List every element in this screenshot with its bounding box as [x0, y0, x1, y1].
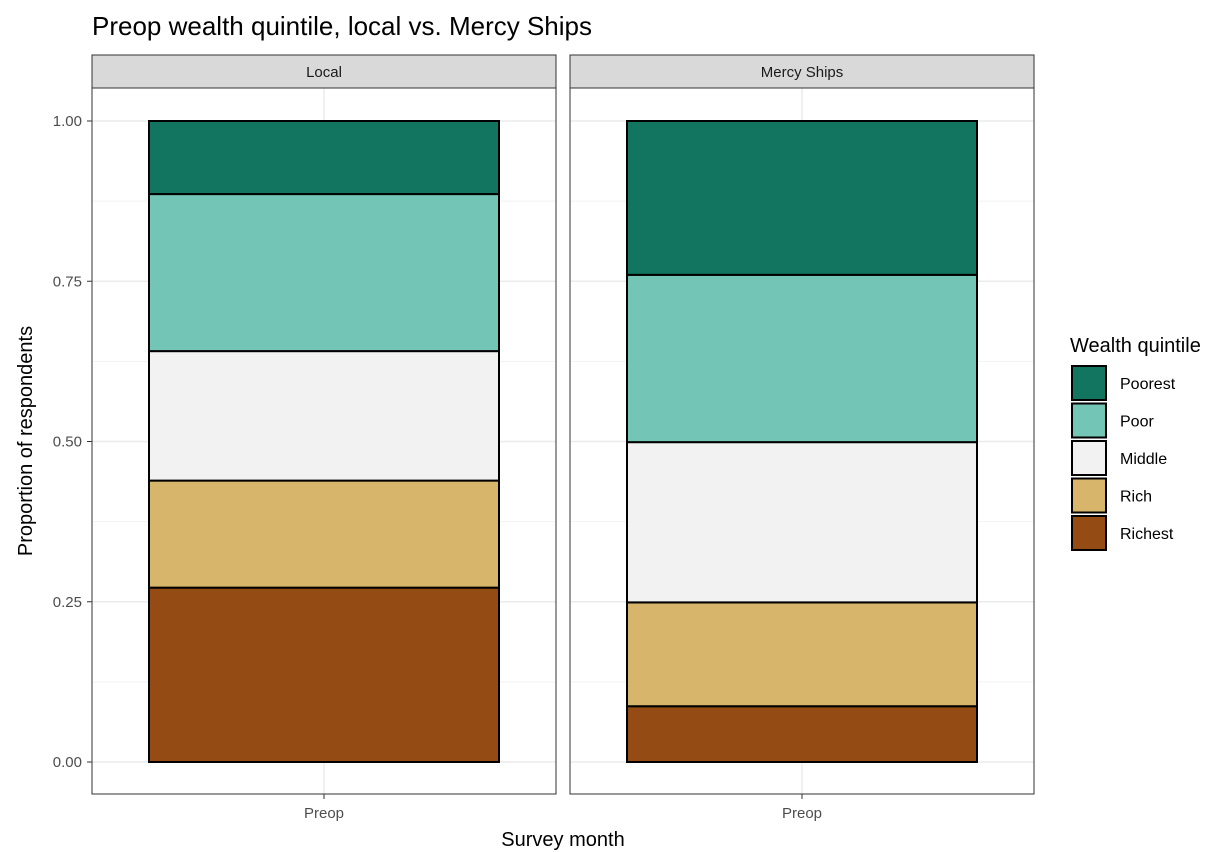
panel-local: Local Preop: [91, 54, 557, 822]
facet-strip-label: Local: [306, 64, 342, 81]
bar-segment-middle: [626, 441, 978, 604]
bar-segment-poor: [148, 193, 500, 353]
bar-segment-middle: [148, 350, 500, 482]
legend-label-richest: Richest: [1120, 526, 1174, 543]
bar-segment-poor: [626, 273, 978, 444]
facet-panels: Local Preop Mercy Ships Preop: [91, 54, 1035, 822]
panel-mercy-ships: Mercy Ships Preop: [569, 54, 1035, 822]
legend-key-richest: [1071, 515, 1107, 551]
x-tick-label: Preop: [304, 805, 344, 822]
legend-key-poorest: [1071, 365, 1107, 401]
bar-segment-poorest: [626, 120, 978, 276]
legend-key-poor: [1071, 402, 1107, 439]
legend-label-poor: Poor: [1120, 414, 1154, 431]
y-tick-label: 0.50: [53, 434, 82, 451]
legend-label-rich: Rich: [1120, 489, 1152, 506]
legend-key-rich: [1071, 477, 1107, 514]
x-axis-title: Survey month: [501, 829, 624, 851]
bar-segment-rich: [626, 601, 978, 708]
legend: Wealth quintile Poorest Poor Middle Rich Ric…: [1070, 335, 1201, 551]
facet-strip: [569, 54, 1035, 89]
chart-title: Preop wealth quintile, local vs. Mercy S…: [92, 11, 592, 41]
legend-title: Wealth quintile: [1070, 335, 1201, 357]
x-tick-label: Preop: [782, 805, 822, 822]
y-tick-label: 1.00: [53, 113, 82, 130]
facet-strip: [91, 54, 557, 89]
y-axis-title: Proportion of respondents: [15, 326, 37, 556]
facet-strip-label: Mercy Ships: [761, 64, 844, 81]
bar-segment-poorest: [148, 120, 500, 196]
y-axis: 0.00 0.25 0.50 0.75 1.00: [53, 113, 92, 771]
y-tick-label: 0.75: [53, 273, 82, 290]
y-tick-label: 0.00: [53, 754, 82, 771]
bar-segment-richest: [626, 705, 978, 763]
legend-label-middle: Middle: [1120, 451, 1167, 468]
bar-segment-richest: [148, 586, 500, 764]
legend-label-poorest: Poorest: [1120, 376, 1176, 393]
legend-key-middle: [1071, 440, 1107, 476]
y-tick-label: 0.25: [53, 594, 82, 611]
bar-segment-rich: [148, 479, 500, 589]
